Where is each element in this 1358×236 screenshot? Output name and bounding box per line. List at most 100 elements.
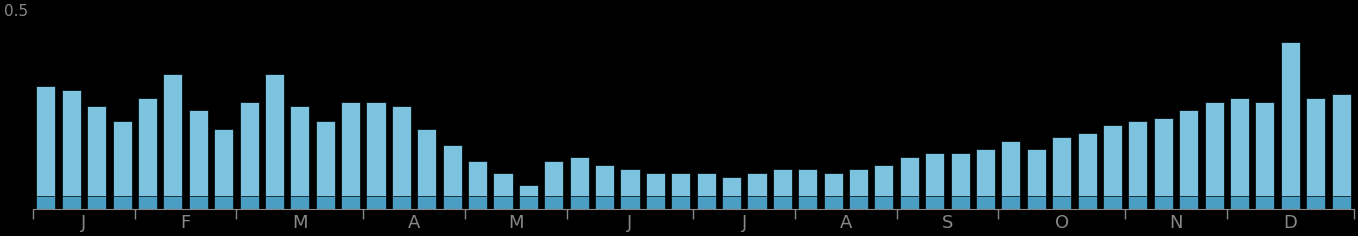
Bar [189, 110, 208, 209]
Bar [265, 74, 284, 209]
Bar [61, 90, 80, 209]
Bar [493, 173, 512, 209]
Bar [621, 169, 640, 209]
Bar [1128, 122, 1148, 209]
Bar [1179, 196, 1198, 209]
Bar [1027, 149, 1046, 209]
Bar [697, 196, 716, 209]
Bar [37, 196, 56, 209]
Bar [875, 165, 894, 209]
Bar [722, 196, 741, 209]
Bar [315, 196, 335, 209]
Bar [646, 173, 665, 209]
Bar [367, 196, 386, 209]
Bar [1154, 118, 1173, 209]
Bar [900, 196, 919, 209]
Bar [569, 157, 589, 209]
Bar [215, 130, 234, 209]
Bar [239, 102, 258, 209]
Bar [595, 165, 614, 209]
Bar [976, 149, 995, 209]
Bar [799, 169, 818, 209]
Bar [824, 173, 843, 209]
Bar [951, 196, 970, 209]
Bar [1332, 94, 1351, 209]
Bar [1052, 137, 1071, 209]
Bar [163, 74, 182, 209]
Bar [519, 185, 538, 209]
Bar [443, 145, 462, 209]
Bar [443, 196, 462, 209]
Bar [621, 196, 640, 209]
Bar [569, 196, 589, 209]
Bar [291, 196, 310, 209]
Bar [1128, 196, 1148, 209]
Bar [341, 196, 360, 209]
Bar [900, 157, 919, 209]
Bar [493, 196, 512, 209]
Bar [139, 98, 158, 209]
Bar [849, 196, 868, 209]
Bar [1103, 196, 1122, 209]
Bar [469, 196, 488, 209]
Bar [1255, 196, 1274, 209]
Bar [1205, 102, 1224, 209]
Bar [291, 105, 310, 209]
Bar [113, 196, 132, 209]
Bar [417, 196, 436, 209]
Bar [1078, 196, 1097, 209]
Bar [1255, 102, 1274, 209]
Bar [1179, 110, 1198, 209]
Bar [113, 122, 132, 209]
Bar [646, 196, 665, 209]
Bar [697, 173, 716, 209]
Bar [1001, 196, 1020, 209]
Bar [849, 169, 868, 209]
Bar [37, 86, 56, 209]
Bar [1205, 196, 1224, 209]
Bar [189, 196, 208, 209]
Bar [1306, 98, 1325, 209]
Bar [367, 102, 386, 209]
Bar [1078, 133, 1097, 209]
Bar [747, 173, 766, 209]
Bar [341, 102, 360, 209]
Bar [215, 196, 234, 209]
Bar [1027, 196, 1046, 209]
Bar [951, 153, 970, 209]
Bar [1052, 196, 1071, 209]
Bar [595, 196, 614, 209]
Bar [799, 196, 818, 209]
Bar [392, 105, 411, 209]
Bar [1281, 42, 1300, 209]
Bar [61, 196, 80, 209]
Bar [265, 196, 284, 209]
Bar [139, 196, 158, 209]
Bar [417, 130, 436, 209]
Bar [773, 169, 792, 209]
Bar [1332, 196, 1351, 209]
Bar [824, 196, 843, 209]
Bar [1306, 196, 1325, 209]
Bar [722, 177, 741, 209]
Bar [671, 173, 690, 209]
Bar [315, 122, 335, 209]
Bar [87, 196, 106, 209]
Bar [1103, 126, 1122, 209]
Bar [1001, 141, 1020, 209]
Bar [1230, 98, 1249, 209]
Bar [875, 196, 894, 209]
Bar [519, 196, 538, 209]
Bar [1154, 196, 1173, 209]
Bar [163, 196, 182, 209]
Bar [545, 161, 564, 209]
Bar [671, 196, 690, 209]
Bar [392, 196, 411, 209]
Bar [87, 105, 106, 209]
Bar [1281, 196, 1300, 209]
Bar [469, 161, 488, 209]
Bar [925, 153, 944, 209]
Bar [976, 196, 995, 209]
Bar [925, 196, 944, 209]
Bar [747, 196, 766, 209]
